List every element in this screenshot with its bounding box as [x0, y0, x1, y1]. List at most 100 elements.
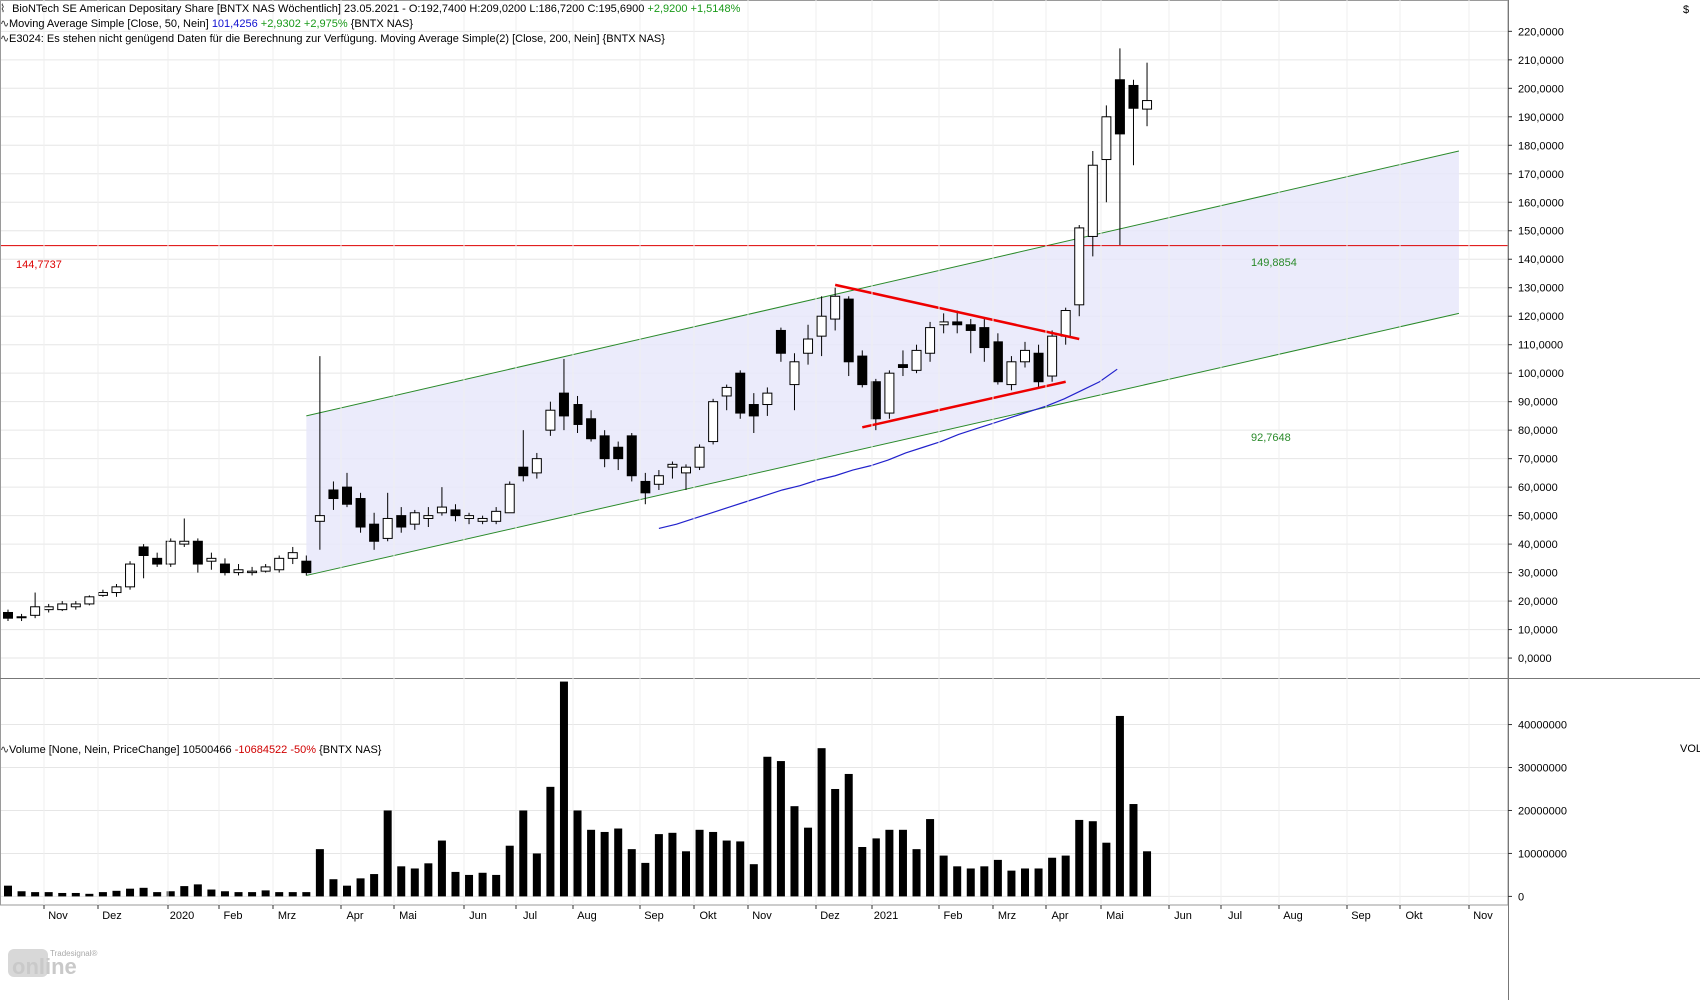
candle [464, 512, 475, 525]
time-tick-label: Apr [346, 910, 363, 922]
candle [775, 327, 786, 362]
price-tick-label: 20,0000 [1518, 596, 1558, 608]
candle-body [897, 364, 908, 368]
logo-big-text: online [12, 954, 77, 979]
volume-bar [682, 851, 690, 897]
volume-bar [627, 849, 636, 897]
volume-bar [641, 862, 650, 897]
volume-bar [587, 829, 596, 897]
volume-bar [356, 878, 365, 897]
candle-body [979, 327, 990, 349]
time-tick-label: Jul [1228, 910, 1242, 922]
volume-bar [871, 838, 880, 897]
candle [789, 353, 800, 411]
candle [219, 558, 230, 576]
candle-body [396, 515, 407, 528]
volume-bar [4, 885, 12, 897]
candle [477, 515, 488, 525]
volume-bar [1034, 868, 1043, 897]
time-tick-label: Mrz [998, 910, 1016, 922]
volume-bar [546, 786, 555, 897]
candle [735, 370, 746, 419]
time-tick-label: Feb [224, 910, 243, 922]
volume-bar [1021, 868, 1029, 897]
candle [16, 613, 27, 622]
price-tick-label: 120,0000 [1518, 311, 1564, 323]
candle-body [1074, 227, 1085, 306]
candle [314, 356, 325, 550]
candle-body [721, 386, 732, 397]
candle-body [43, 606, 54, 611]
candle-body [870, 381, 881, 420]
volume-bar [234, 892, 243, 897]
volume-bar [98, 892, 107, 897]
volume-bars-group [4, 681, 1152, 897]
candle-body [369, 523, 380, 542]
candle-body [84, 596, 95, 605]
triangle-upper-line[interactable] [834, 283, 1080, 341]
candle-body [301, 560, 312, 574]
candle-body [192, 540, 203, 565]
candle [328, 481, 339, 510]
candle [884, 370, 895, 419]
candle-body [477, 517, 488, 522]
volume-bar [532, 853, 541, 897]
indicator-icon: ∿ [0, 18, 10, 30]
candle [84, 595, 95, 606]
volume-bar [478, 872, 487, 897]
volume-bar [180, 886, 189, 897]
price-tick-label: 130,0000 [1518, 283, 1564, 295]
candle [762, 387, 773, 416]
price-tick-label: 180,0000 [1518, 140, 1564, 152]
upper-channel-line[interactable] [306, 150, 1460, 417]
candle-body [1006, 361, 1017, 386]
price-tick-label: 160,0000 [1518, 197, 1564, 209]
volume-bar [343, 885, 351, 897]
candle-body [857, 355, 868, 386]
candle [111, 583, 122, 597]
error-legend[interactable]: ∿E3024: Es stehen nicht genügend Daten f… [0, 32, 665, 46]
volume-tick-label: 30000000 [1518, 763, 1567, 775]
volume-bar [44, 892, 53, 897]
candle-body [518, 466, 529, 477]
candle-body [613, 446, 624, 460]
candle-body [545, 409, 556, 431]
price-tick-label: 70,0000 [1518, 454, 1558, 466]
volume-bar [749, 864, 758, 897]
volume-bar [451, 871, 460, 897]
volume-bar [736, 841, 745, 897]
candle [1128, 79, 1139, 166]
candle-body [328, 489, 339, 500]
candle-body [233, 569, 244, 574]
volume-tick-label: 0 [1518, 891, 1524, 903]
candle-body [938, 321, 949, 326]
volume-bar [492, 874, 501, 897]
candle-body [572, 404, 583, 425]
volume-bar [465, 874, 474, 897]
candle [192, 538, 203, 573]
lower-channel-line[interactable] [306, 312, 1460, 576]
candle-body [179, 540, 190, 545]
candle-body [1142, 100, 1153, 110]
volume-legend[interactable]: ∿Volume [None, Nein, PriceChange] 105004… [0, 743, 381, 757]
volume-bar [790, 806, 799, 897]
triangle-lower-line[interactable] [862, 380, 1066, 429]
candle-body [342, 486, 352, 505]
ma-legend[interactable]: ∿Moving Average Simple [Close, 50, Nein]… [0, 17, 413, 31]
candle-body [992, 341, 1003, 383]
volume-bar [139, 887, 148, 897]
indicator-icon: ∿ [0, 744, 10, 756]
time-tick-label: Sep [1351, 910, 1371, 922]
candle-body [314, 515, 325, 522]
price-tick-label: 110,0000 [1518, 340, 1563, 352]
volume-bar [614, 828, 623, 897]
horizontal-line-label: 144,7737 [16, 259, 62, 271]
price-axis: 0,0000 10,0000 20,0000 30,0000 40,0000 50,000… [1508, 26, 1564, 665]
candle [369, 512, 380, 550]
price-legend[interactable]: ⌇ BioNTech SE American Depositary Share … [0, 2, 740, 16]
candle-body [735, 372, 746, 414]
candle [1114, 48, 1125, 245]
time-tick-label: Nov [1473, 910, 1493, 922]
volume-bar [329, 879, 338, 897]
